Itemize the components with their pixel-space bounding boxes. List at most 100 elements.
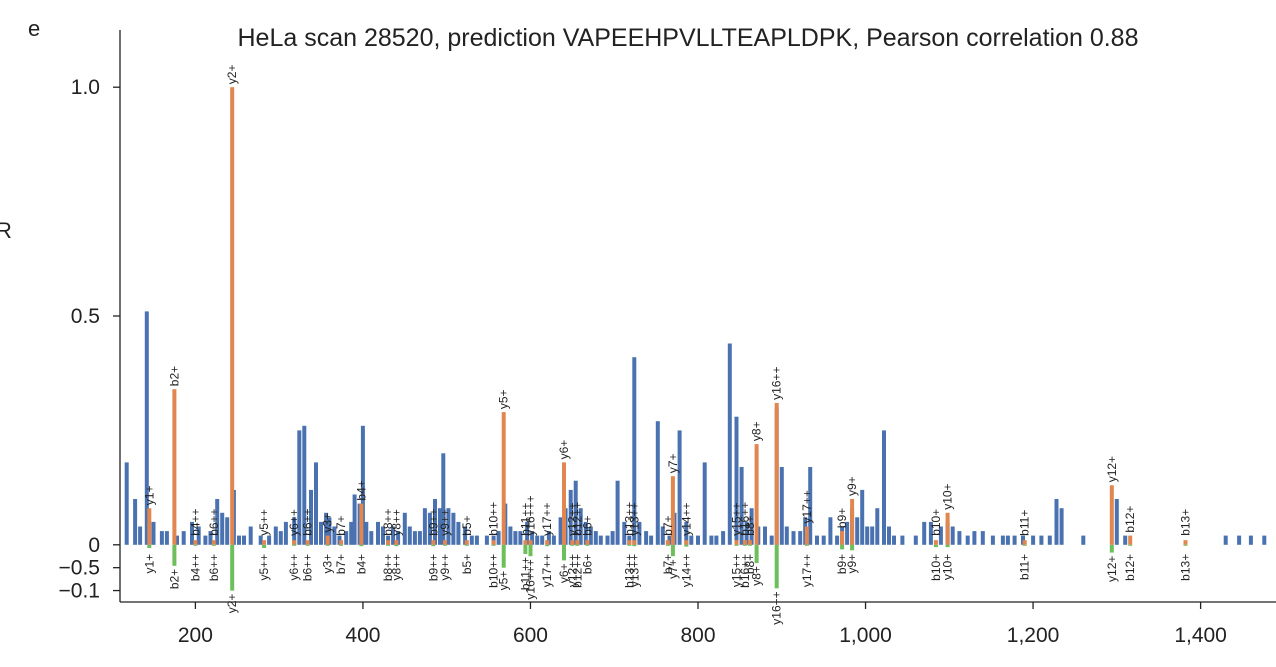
unannotated-peak: [892, 535, 896, 545]
unannotated-peak: [990, 535, 995, 545]
unannotated-peak: [808, 467, 813, 545]
ion-label-observed: b5+: [460, 515, 474, 535]
unannotated-peak: [319, 521, 323, 545]
predicted-ion-peak: [443, 544, 447, 546]
unannotated-peak: [237, 535, 241, 545]
observed-ion-peak: [747, 540, 752, 545]
unannotated-peak: [283, 521, 288, 545]
ion-label-observed: y12+: [1105, 456, 1119, 482]
observed-ion-peak: [933, 540, 938, 545]
unannotated-peak: [248, 526, 253, 545]
unannotated-peak: [655, 421, 660, 545]
unannotated-peak: [369, 531, 374, 545]
unannotated-peak: [551, 535, 556, 545]
unannotated-peak: [1012, 535, 1017, 545]
ion-label-observed: b11++: [518, 503, 532, 536]
unannotated-peak: [684, 521, 689, 545]
ion-label-observed: y9++: [438, 509, 452, 536]
predicted-ion-peak: [562, 544, 566, 561]
ion-label-predicted: y15++: [730, 554, 744, 587]
unannotated-peak: [1021, 535, 1025, 545]
observed-ion-peak: [1109, 485, 1114, 545]
ion-label-observed: b7+: [661, 515, 675, 535]
predicted-ion-peak: [670, 544, 675, 557]
predicted-ion-peak: [147, 544, 152, 548]
ion-label-predicted: y5++: [257, 554, 271, 581]
unannotated-peak: [900, 535, 905, 545]
ion-label-predicted: b6++: [301, 554, 315, 581]
unannotated-peak: [913, 535, 918, 545]
ion-label-predicted: b6+: [580, 554, 594, 574]
unannotated-peak: [297, 430, 302, 545]
unannotated-peak: [769, 535, 774, 545]
ion-label-observed: b6+: [580, 515, 594, 535]
ion-label-observed: y1+: [142, 486, 156, 506]
unannotated-peak: [798, 531, 803, 545]
unannotated-peak: [332, 526, 337, 545]
ion-label-observed: b8++: [381, 508, 395, 535]
observed-ion-peak: [734, 540, 739, 545]
unannotated-peak: [496, 531, 501, 545]
observed-ion-peak: [570, 540, 575, 545]
unannotated-peak: [267, 535, 272, 545]
unannotated-peak: [463, 526, 468, 545]
unannotated-peak: [696, 535, 700, 545]
unannotated-peak: [474, 535, 479, 545]
unannotated-peak: [1054, 499, 1059, 545]
unannotated-peak: [598, 535, 603, 545]
unannotated-peak: [763, 526, 767, 545]
predicted-ion-peak: [491, 544, 496, 546]
predicted-ion-peak: [211, 544, 216, 546]
unannotated-peak: [344, 531, 349, 545]
unannotated-peak: [535, 535, 540, 545]
observed-ion-peak: [262, 540, 267, 545]
predicted-ion-peak: [464, 544, 469, 546]
observed-ion-peaks: [147, 87, 1188, 545]
unannotated-peak: [882, 430, 886, 545]
unannotated-peak: [441, 453, 446, 545]
x-tick-label: 800: [680, 624, 715, 647]
ion-label-observed: y6++: [287, 509, 301, 536]
observed-ion-peak: [359, 503, 364, 545]
predicted-ion-peak: [394, 544, 399, 547]
observed-ion-peak: [742, 540, 747, 545]
unannotated-peak: [965, 535, 970, 545]
predicted-ion-peak: [523, 544, 528, 554]
unannotated-peak: [151, 521, 156, 545]
predicted-ion-peaks: [147, 544, 1188, 591]
predicted-ion-peak: [545, 544, 550, 547]
predicted-ion-peak: [945, 544, 950, 548]
ion-label-observed: b10++: [487, 502, 501, 536]
observed-ion-peak: [464, 540, 469, 545]
unannotated-peak: [337, 535, 342, 545]
ion-label-observed: y14++: [679, 502, 693, 535]
unannotated-peak: [309, 489, 313, 545]
unannotated-peak: [865, 526, 870, 545]
unannotated-peak: [427, 512, 432, 545]
predicted-ion-peak: [230, 544, 235, 591]
unannotated-peak: [573, 480, 578, 545]
ion-label-observed: y16++: [770, 367, 784, 400]
predicted-ion-peak: [850, 544, 855, 551]
unannotated-peak: [749, 508, 754, 545]
unannotated-peak: [324, 512, 329, 545]
ion-label-predicted: y12++: [565, 554, 579, 587]
ion-label-predicted: y12+: [1105, 556, 1119, 582]
unannotated-peak: [845, 521, 850, 545]
predicted-ion-peak: [734, 544, 739, 546]
predicted-ion-peak: [501, 544, 506, 568]
ion-label-observed: y3+: [321, 513, 335, 533]
unannotated-peak: [242, 535, 246, 545]
unannotated-peak: [273, 526, 278, 545]
unannotated-peak: [1223, 535, 1228, 545]
y-tick-label: 0: [88, 534, 100, 557]
ion-label-predicted: y14++: [679, 554, 693, 587]
unannotated-peak: [546, 531, 551, 545]
unannotated-peak: [957, 531, 962, 545]
observed-ion-peak: [1022, 540, 1027, 545]
observed-ion-peak: [1183, 540, 1188, 545]
ion-label-predicted: b9+: [835, 554, 849, 574]
ion-label-predicted: b16++: [738, 554, 752, 588]
ion-label-predicted: b5+: [460, 554, 474, 574]
ion-label-observed: y12++: [565, 502, 579, 535]
